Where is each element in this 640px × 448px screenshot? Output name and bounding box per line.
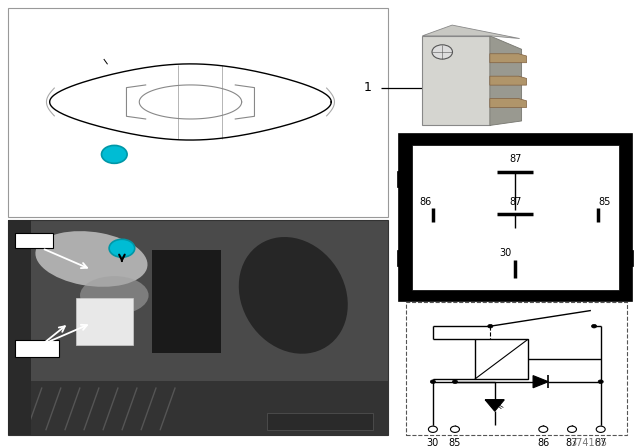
- Bar: [8, 220, 31, 435]
- Ellipse shape: [35, 231, 147, 287]
- Bar: [15, 340, 59, 358]
- Text: 325150: 325150: [301, 417, 339, 426]
- Ellipse shape: [80, 276, 148, 314]
- Circle shape: [452, 380, 458, 383]
- Circle shape: [432, 45, 452, 59]
- Circle shape: [428, 426, 437, 432]
- Polygon shape: [533, 375, 548, 388]
- Text: 85: 85: [449, 438, 461, 448]
- Text: 86: 86: [420, 197, 432, 207]
- Circle shape: [568, 426, 577, 432]
- Bar: [152, 250, 221, 353]
- Text: 87: 87: [595, 438, 607, 448]
- Circle shape: [451, 426, 460, 432]
- Polygon shape: [422, 25, 520, 39]
- Polygon shape: [485, 400, 504, 411]
- Bar: [412, 145, 619, 290]
- Text: 30: 30: [499, 248, 512, 258]
- Text: 1: 1: [118, 243, 126, 253]
- Text: 87: 87: [566, 438, 578, 448]
- Bar: [397, 250, 409, 266]
- Bar: [8, 8, 388, 217]
- Bar: [621, 250, 633, 266]
- Bar: [8, 220, 388, 435]
- Text: X56: X56: [26, 344, 50, 354]
- Bar: [422, 36, 490, 125]
- Circle shape: [102, 146, 127, 164]
- Bar: [15, 233, 53, 248]
- Bar: [475, 340, 528, 379]
- Circle shape: [598, 380, 604, 383]
- Circle shape: [430, 380, 435, 383]
- Polygon shape: [490, 99, 527, 108]
- Text: 30: 30: [427, 438, 439, 448]
- Text: 85: 85: [598, 197, 611, 207]
- Bar: [76, 297, 133, 345]
- Polygon shape: [490, 76, 527, 85]
- Bar: [8, 381, 388, 435]
- Bar: [397, 171, 409, 187]
- Text: 1: 1: [364, 81, 372, 95]
- Text: K2: K2: [26, 236, 42, 246]
- Text: 87: 87: [509, 197, 522, 207]
- Bar: [406, 302, 627, 435]
- Circle shape: [539, 426, 548, 432]
- Text: 1: 1: [111, 149, 118, 159]
- Text: 374105: 374105: [570, 438, 607, 448]
- Bar: [406, 141, 624, 293]
- Circle shape: [109, 239, 135, 257]
- Ellipse shape: [239, 237, 348, 354]
- Text: 86: 86: [537, 438, 549, 448]
- Bar: [267, 413, 373, 430]
- Circle shape: [591, 324, 596, 328]
- Polygon shape: [490, 54, 527, 63]
- Circle shape: [596, 426, 605, 432]
- Circle shape: [488, 324, 493, 328]
- Text: 87: 87: [509, 155, 522, 164]
- Polygon shape: [490, 36, 522, 125]
